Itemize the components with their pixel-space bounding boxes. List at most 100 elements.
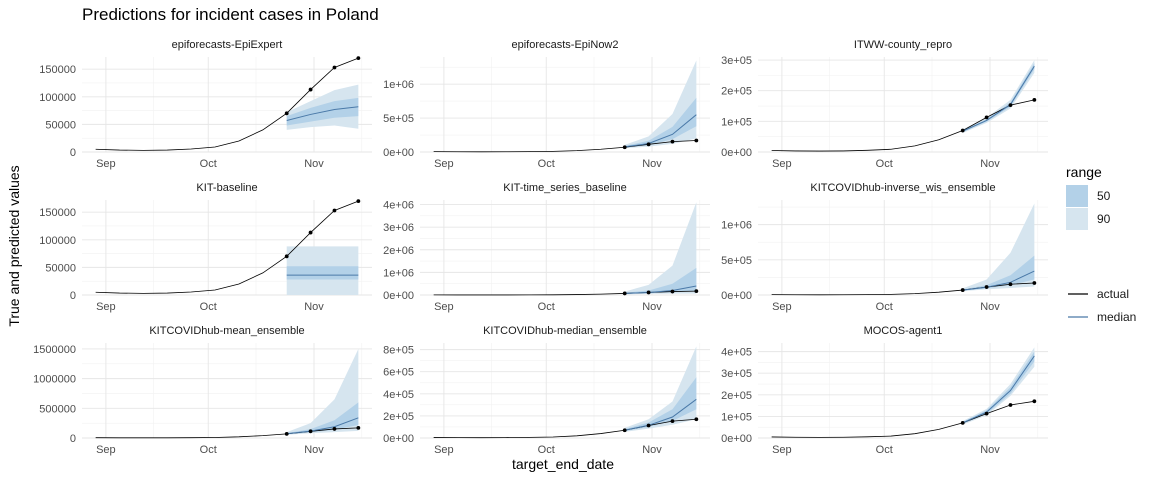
x-axis-title: target_end_date (512, 456, 614, 472)
x-tick-label: Nov (980, 444, 1000, 456)
actual-point (960, 288, 965, 292)
x-tick-label: Sep (96, 158, 116, 170)
panel-title: KITCOVIDhub-mean_ensemble (149, 325, 304, 337)
actual-point (308, 87, 313, 92)
panel-mocos-agent1: 0e+00 1e+05 2e+05 3e+05 4e+05 Sep Oct Nov MOCOS-… (721, 325, 1048, 456)
y-tick-label: 0e+00 (721, 147, 752, 159)
legend: range 50 90 actual median (1066, 164, 1136, 324)
actual-point (332, 427, 337, 431)
y-tick-label: 4e+06 (383, 200, 414, 212)
actual-point (646, 142, 651, 147)
actual-point (984, 115, 989, 120)
y-tick-label: 3e+05 (721, 55, 752, 67)
panel-kit-baseline: 0 50000 100000 150000 Sep Oct Nov KIT-baseline (39, 182, 372, 313)
y-tick-label: 100000 (39, 235, 76, 247)
panel-title: epiforecasts-EpiNow2 (512, 39, 619, 51)
y-tick-label: 5e+05 (383, 113, 414, 125)
x-tick-label: Oct (538, 158, 555, 170)
y-tick-label: 2e+05 (721, 390, 752, 402)
actual-point (1032, 281, 1037, 285)
legend-label-90: 90 (1097, 212, 1111, 226)
actual-point (356, 426, 361, 430)
actual-line (433, 418, 697, 439)
actual-point (984, 411, 989, 416)
actual-point (356, 199, 361, 204)
legend-swatch-90 (1066, 208, 1088, 230)
y-tick-label: 50000 (45, 119, 76, 131)
median-line (286, 417, 359, 435)
x-tick-label: Nov (980, 301, 1000, 313)
x-tick-label: Sep (434, 301, 454, 313)
ribbon-90 (624, 202, 697, 295)
actual-point (1032, 98, 1037, 102)
x-tick-label: Nov (642, 158, 662, 170)
y-axis-title: True and predicted values (6, 165, 22, 326)
median-line (286, 106, 359, 122)
actual-point (694, 138, 699, 143)
y-tick-label: 100000 (39, 92, 76, 104)
panel-title: MOCOS-agent1 (864, 325, 943, 337)
x-tick-label: Nov (980, 158, 1000, 170)
legend-swatch-50 (1066, 185, 1088, 207)
x-tick-label: Sep (772, 301, 792, 313)
x-tick-label: Sep (96, 301, 116, 313)
panel-title: ITWW-county_repro (854, 39, 952, 51)
x-tick-label: Oct (200, 444, 217, 456)
y-tick-label: 2e+05 (721, 86, 752, 98)
panel-kitcovidhub-inverse-wis-ensemble: 0e+00 5e+05 1e+06 Sep Oct Nov KITCOVIDhub-inve… (721, 182, 1048, 313)
x-tick-label: Nov (304, 158, 324, 170)
ribbon-50 (624, 267, 697, 294)
y-tick-label: 150000 (39, 207, 76, 219)
actual-point (308, 230, 313, 235)
x-tick-label: Nov (304, 444, 324, 456)
ribbon-50 (962, 255, 1035, 291)
x-tick-label: Oct (538, 301, 555, 313)
actual-point (1008, 282, 1013, 287)
legend-range-title: range (1066, 164, 1102, 180)
median-line (962, 270, 1035, 291)
ribbon-50 (286, 402, 359, 435)
median-line (624, 285, 697, 294)
legend-label-50: 50 (1097, 189, 1111, 203)
panel-title: KITCOVIDhub-median_ensemble (483, 325, 647, 337)
x-tick-label: Sep (772, 158, 792, 170)
panel-title: KIT-time_series_baseline (503, 182, 627, 194)
x-tick-label: Oct (876, 158, 893, 170)
actual-point (622, 291, 627, 296)
panel-epiforecasts-epiexpert: 0 50000 100000 150000 Sep Oct Nov epiforecasts-… (39, 39, 372, 170)
x-tick-label: Nov (304, 301, 324, 313)
y-tick-label: 1e+05 (721, 116, 752, 128)
y-tick-label: 3e+05 (721, 368, 752, 380)
actual-point (670, 289, 675, 294)
panel-title: KITCOVIDhub-inverse_wis_ensemble (810, 182, 995, 194)
x-tick-label: Nov (642, 301, 662, 313)
ribbon-90 (286, 348, 359, 435)
actual-point (694, 289, 699, 294)
ribbon-90 (962, 203, 1035, 292)
ribbon-50 (624, 377, 697, 432)
y-tick-label: 1e+06 (721, 220, 752, 232)
y-tick-label: 4e+05 (721, 347, 752, 359)
x-tick-label: Nov (642, 444, 662, 456)
y-tick-label: 0e+00 (383, 147, 414, 159)
actual-line (95, 200, 359, 294)
actual-line (771, 99, 1035, 152)
median-line (962, 355, 1035, 424)
actual-point (646, 423, 651, 428)
panels: 0 50000 100000 150000 Sep Oct Nov epiforecasts-… (33, 39, 1048, 456)
actual-line (433, 140, 697, 153)
actual-point (284, 431, 289, 436)
x-tick-label: Sep (434, 444, 454, 456)
actual-point (308, 429, 313, 434)
ribbon-90 (962, 60, 1035, 134)
actual-point (332, 65, 337, 70)
x-tick-label: Sep (772, 444, 792, 456)
y-tick-label: 0e+00 (383, 290, 414, 302)
y-tick-label: 4e+05 (383, 389, 414, 401)
actual-point (1032, 399, 1037, 404)
x-tick-label: Sep (434, 158, 454, 170)
y-tick-label: 0 (70, 147, 76, 159)
panel-epiforecasts-epinow2: 0e+00 5e+05 1e+06 Sep Oct Nov epiforecasts-Epi… (383, 39, 710, 170)
